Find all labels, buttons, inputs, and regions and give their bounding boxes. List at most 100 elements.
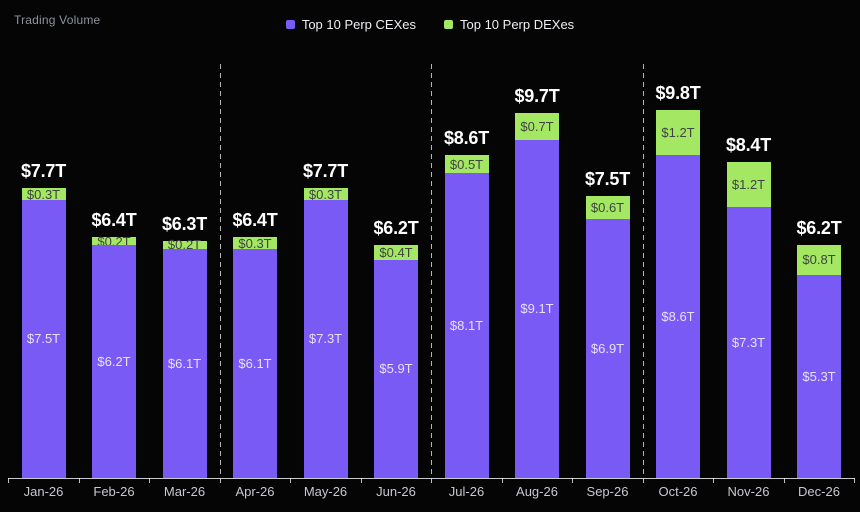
cex-value-label: $7.3T — [731, 335, 766, 351]
total-value-label: $8.6T — [443, 127, 490, 148]
bar-group-feb-26: $0.2T $6.2T — [92, 233, 136, 478]
x-axis-tick — [149, 478, 150, 483]
dex-legend-label: Top 10 Perp DEXes — [460, 17, 575, 32]
dex-value-label: $0.3T — [308, 186, 343, 202]
cex-value-label: $5.3T — [802, 368, 836, 384]
dex-value-label: $1.2T — [661, 124, 695, 140]
dex-value-label: $0.3T — [238, 235, 272, 251]
x-axis-label: Dec-26 — [798, 484, 840, 499]
bar-group-jan-26: $0.3T $7.5T — [21, 186, 66, 478]
legend-item-cex[interactable]: Top 10 Perp CEXes — [285, 17, 416, 32]
legend-item-dex[interactable]: Top 10 Perp DEXes — [444, 17, 574, 32]
x-axis-label: Oct-26 — [658, 484, 698, 499]
dex-segment: $0.3T — [303, 186, 348, 202]
dex-segment: $0.6T — [585, 196, 630, 219]
cex-segment: $7.3T — [303, 199, 348, 478]
dex-value-label: $0.2T — [97, 233, 131, 249]
cex-value-label: $7.5T — [26, 331, 61, 347]
cex-segment: $7.3T — [726, 207, 771, 478]
x-axis-label: Apr-26 — [235, 484, 275, 499]
x-axis-tick — [78, 478, 80, 483]
dex-value-label: $0.3T — [26, 186, 61, 202]
bar-group-aug-26: $0.7T $9.1T — [515, 113, 559, 478]
cex-segment: $6.9T — [585, 218, 630, 478]
chart-title: Trading Volume — [14, 13, 101, 27]
dex-segment: $0.2T — [162, 237, 207, 253]
dex-value-label: $0.6T — [590, 199, 625, 215]
x-axis-label: Jul-26 — [448, 484, 485, 499]
x-axis-label: Jan-26 — [23, 484, 64, 499]
dex-segment: $1.2T — [726, 162, 771, 208]
cex-value-label: $9.1T — [520, 301, 554, 317]
cex-value-label: $6.1T — [238, 355, 272, 371]
cex-value-label: $7.3T — [308, 331, 343, 347]
total-value-label: $6.2T — [796, 217, 842, 238]
x-axis-tick — [572, 478, 573, 483]
cex-legend-swatch-icon — [285, 20, 295, 29]
x-axis-label: Feb-26 — [93, 484, 135, 499]
cex-value-label: $8.6T — [661, 308, 695, 324]
dex-segment: $0.3T — [233, 235, 277, 251]
dex-segment: $0.2T — [92, 233, 136, 249]
cex-segment: $8.1T — [444, 173, 489, 478]
cex-segment: $9.1T — [515, 139, 559, 478]
dex-segment: $0.4T — [374, 244, 418, 260]
x-axis-label: Nov-26 — [727, 484, 770, 499]
total-value-label: $6.3T — [161, 214, 208, 235]
dex-segment: $0.3T — [21, 186, 66, 202]
bar-group-oct-26: $1.2T $8.6T — [656, 109, 700, 478]
x-axis-tick — [8, 478, 9, 483]
cex-segment: $6.1T — [233, 248, 277, 478]
x-axis-tick — [219, 478, 221, 483]
cex-segment: $7.5T — [21, 199, 66, 478]
cex-segment: $8.6T — [656, 154, 700, 478]
x-axis-tick — [290, 478, 291, 483]
legend: Top 10 Perp CEXes Top 10 Perp DEXes — [0, 17, 860, 32]
x-axis-tick — [713, 478, 714, 483]
x-axis-tick — [642, 478, 644, 483]
dex-value-label: $0.4T — [379, 244, 413, 260]
total-value-label: $7.7T — [20, 161, 67, 182]
dex-legend-swatch-icon — [444, 20, 453, 29]
cex-segment: $6.2T — [92, 244, 136, 478]
quarter-separator-line — [219, 64, 221, 478]
total-value-label: $7.7T — [302, 161, 349, 182]
total-value-label: $6.2T — [373, 217, 419, 238]
dex-value-label: $0.5T — [449, 156, 484, 172]
x-axis-tick — [360, 478, 362, 483]
x-axis-label: Jun-26 — [376, 484, 416, 499]
dex-value-label: $1.2T — [731, 177, 766, 193]
dex-value-label: $0.7T — [520, 118, 554, 134]
x-axis-tick — [501, 478, 503, 483]
dex-segment: $0.8T — [797, 244, 841, 275]
cex-value-label: $8.1T — [449, 318, 484, 334]
bar-group-mar-26: $0.2T $6.1T — [162, 237, 207, 478]
x-axis-label: Mar-26 — [163, 484, 206, 499]
x-axis-label: May-26 — [303, 484, 348, 499]
bar-group-apr-26: $0.3T $6.1T — [233, 237, 277, 478]
cex-segment: $5.9T — [374, 259, 418, 478]
bar-group-sep-26: $0.6T $6.9T — [585, 196, 630, 478]
cex-segment: $6.1T — [162, 248, 207, 478]
x-axis-label: Sep-26 — [586, 484, 629, 499]
total-value-label: $7.5T — [584, 169, 631, 189]
dex-value-label: $0.8T — [802, 252, 836, 268]
cex-value-label: $6.9T — [590, 340, 625, 356]
bar-group-jun-26: $0.4T $5.9T — [374, 244, 418, 478]
dex-value-label: $0.2T — [167, 237, 202, 253]
cex-value-label: $6.1T — [167, 355, 202, 371]
total-value-label: $9.8T — [655, 82, 701, 103]
total-value-label: $9.7T — [514, 86, 560, 107]
bar-group-dec-26: $0.8T $5.3T — [797, 244, 841, 478]
total-value-label: $6.4T — [91, 210, 137, 231]
x-axis-label: Aug-26 — [516, 484, 558, 499]
cex-value-label: $5.9T — [379, 361, 413, 377]
x-axis-tick — [854, 478, 855, 483]
x-axis-tick — [783, 478, 785, 483]
dex-segment: $0.7T — [515, 113, 559, 140]
bar-group-nov-26: $1.2T $7.3T — [726, 162, 771, 478]
bar-group-jul-26: $0.5T $8.1T — [444, 154, 489, 478]
x-axis-tick — [431, 478, 432, 483]
